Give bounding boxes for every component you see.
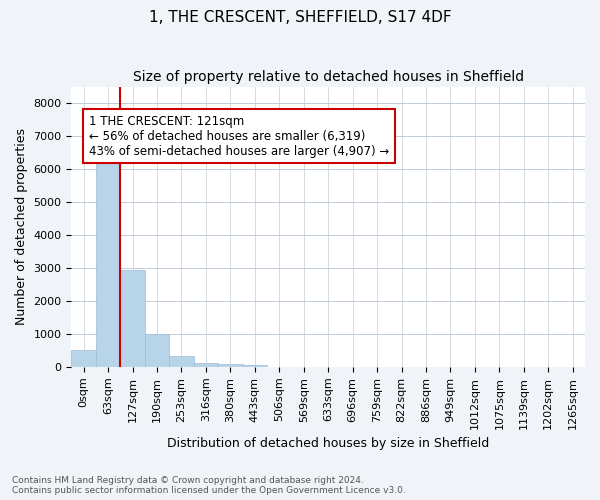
Bar bbox=[145, 334, 169, 367]
Title: Size of property relative to detached houses in Sheffield: Size of property relative to detached ho… bbox=[133, 70, 524, 84]
Y-axis label: Number of detached properties: Number of detached properties bbox=[15, 128, 28, 325]
Bar bbox=[121, 270, 145, 367]
Bar bbox=[169, 356, 194, 367]
Bar bbox=[96, 156, 121, 367]
Bar bbox=[218, 364, 242, 367]
Bar bbox=[71, 350, 96, 367]
Text: 1 THE CRESCENT: 121sqm
← 56% of detached houses are smaller (6,319)
43% of semi-: 1 THE CRESCENT: 121sqm ← 56% of detached… bbox=[89, 114, 389, 158]
Bar bbox=[242, 365, 267, 367]
X-axis label: Distribution of detached houses by size in Sheffield: Distribution of detached houses by size … bbox=[167, 437, 490, 450]
Text: Contains HM Land Registry data © Crown copyright and database right 2024.
Contai: Contains HM Land Registry data © Crown c… bbox=[12, 476, 406, 495]
Bar bbox=[194, 362, 218, 367]
Text: 1, THE CRESCENT, SHEFFIELD, S17 4DF: 1, THE CRESCENT, SHEFFIELD, S17 4DF bbox=[149, 10, 451, 25]
